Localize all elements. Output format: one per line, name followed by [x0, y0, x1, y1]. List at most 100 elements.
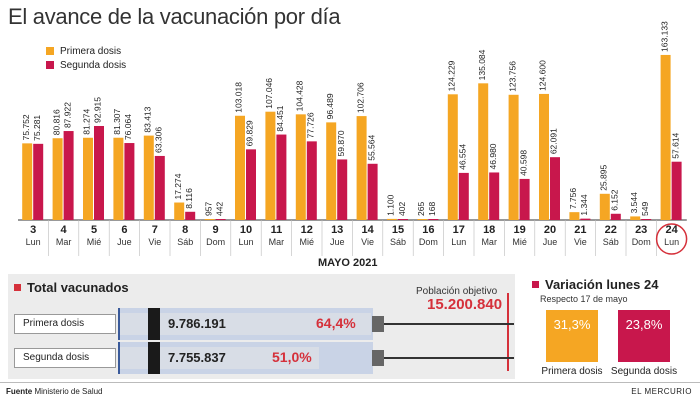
weekday-label: Mar: [56, 237, 72, 247]
data-label: 123.756: [507, 61, 517, 92]
bar-second: [489, 172, 500, 220]
variation-first-label: Primera dosis: [541, 366, 603, 377]
day-label: 7: [152, 224, 158, 236]
bar-first: [235, 115, 245, 220]
bar-second: [63, 131, 74, 220]
bar-first: [569, 212, 580, 220]
total-percent: 64,4%: [316, 315, 356, 331]
weekday-label: Dom: [419, 237, 438, 247]
data-label: 46.980: [488, 143, 498, 169]
data-label: 1.344: [579, 194, 589, 216]
day-label: 15: [392, 224, 404, 236]
weekday-label: Sáb: [177, 237, 193, 247]
data-label: 6.152: [610, 189, 620, 211]
weekday-label: Mar: [269, 237, 285, 247]
bar-first: [52, 138, 63, 220]
variation-second-label: Segunda dosis: [610, 366, 678, 377]
day-label: 21: [574, 224, 586, 236]
total-title: Total vacunados: [14, 280, 129, 295]
data-label: 76.064: [123, 114, 133, 140]
day-label: 6: [121, 224, 127, 236]
syringe-hub: [372, 316, 384, 332]
highlight-circle: [655, 223, 688, 255]
day-label: 8: [182, 224, 188, 236]
legend-swatch-second: [46, 61, 54, 69]
syringe-fill: [120, 347, 319, 369]
data-label: 69.829: [245, 120, 255, 146]
weekday-label: Mié: [300, 237, 315, 247]
day-label: 3: [30, 224, 36, 236]
bar-first: [630, 216, 641, 220]
variation-subtitle: Respecto 17 de mayo: [540, 294, 628, 304]
data-label: 135.084: [477, 49, 487, 80]
bar-second: [124, 143, 135, 220]
legend: Primera dosis Segunda dosis: [46, 44, 126, 72]
bar-first: [417, 219, 428, 220]
data-label: 8.116: [184, 188, 194, 209]
data-label: 96.489: [325, 93, 335, 119]
bar-second: [519, 178, 530, 220]
weekday-label: Jue: [330, 237, 345, 247]
bar-first: [113, 137, 124, 220]
data-label: 75.752: [21, 114, 31, 140]
data-label: 57.614: [670, 132, 680, 158]
total-percent: 51,0%: [272, 349, 312, 365]
day-label: 10: [240, 224, 252, 236]
total-title-text: Total vacunados: [27, 280, 129, 295]
syringe-second: Segunda dosis 7.755.837 51,0%: [14, 342, 514, 374]
day-label: 20: [544, 224, 556, 236]
weekday-label: Vie: [361, 237, 374, 247]
data-label: 80.816: [51, 109, 61, 135]
bar-second: [215, 219, 226, 220]
bar-first: [22, 143, 33, 220]
weekday-label: Dom: [632, 237, 651, 247]
weekday-label: Lun: [664, 237, 679, 247]
footer-brand: EL MERCURIO: [631, 387, 692, 396]
data-label: 124.229: [447, 60, 457, 91]
data-label: 168: [427, 202, 437, 216]
day-label: 23: [635, 224, 647, 236]
syringe-fill: [120, 313, 371, 335]
syringe-needle: [384, 357, 514, 359]
bar-second: [337, 159, 348, 220]
bar-first: [539, 93, 549, 220]
bar-first: [174, 202, 185, 220]
weekday-label: Jue: [117, 237, 132, 247]
day-label: 5: [91, 224, 97, 236]
data-label: 7.756: [568, 188, 578, 210]
bar-second: [398, 219, 408, 220]
day-label: 19: [513, 224, 525, 236]
target-line: [507, 293, 509, 371]
bar-second: [154, 155, 165, 220]
footer-source-bold: Fuente: [6, 387, 33, 396]
bar-second: [33, 143, 44, 220]
x-axis-title: MAYO 2021: [318, 257, 378, 269]
data-label: 81.274: [82, 108, 92, 134]
bar-second: [246, 149, 256, 220]
weekday-label: Lun: [238, 237, 253, 247]
legend-first-label: Primera dosis: [60, 45, 122, 57]
weekday-label: Mar: [481, 237, 497, 247]
data-label: 17.274: [173, 173, 183, 199]
bar-second: [428, 219, 439, 220]
bar-second: [610, 213, 621, 220]
syringe-needle: [384, 323, 514, 325]
syringe-plunger: [148, 308, 160, 340]
bar-first: [204, 219, 215, 220]
day-label: 18: [483, 224, 495, 236]
weekday-label: Mié: [512, 237, 527, 247]
chart-title: El avance de la vacunación por día: [8, 4, 341, 29]
data-label: 402: [397, 202, 407, 216]
legend-swatch-first: [46, 47, 54, 55]
day-label: 12: [301, 224, 313, 236]
data-label: 63.306: [154, 127, 164, 153]
legend-second-label: Segunda dosis: [60, 59, 127, 71]
weekday-label: Vie: [574, 237, 587, 247]
bar-second: [671, 161, 682, 220]
day-label: 22: [605, 224, 617, 236]
data-label: 87.922: [62, 102, 72, 128]
data-label: 3.544: [629, 192, 639, 214]
footer: Fuente Ministerio de Salud EL MERCURIO: [0, 382, 700, 401]
data-label: 92.915: [93, 97, 103, 123]
day-label: 14: [361, 224, 374, 236]
